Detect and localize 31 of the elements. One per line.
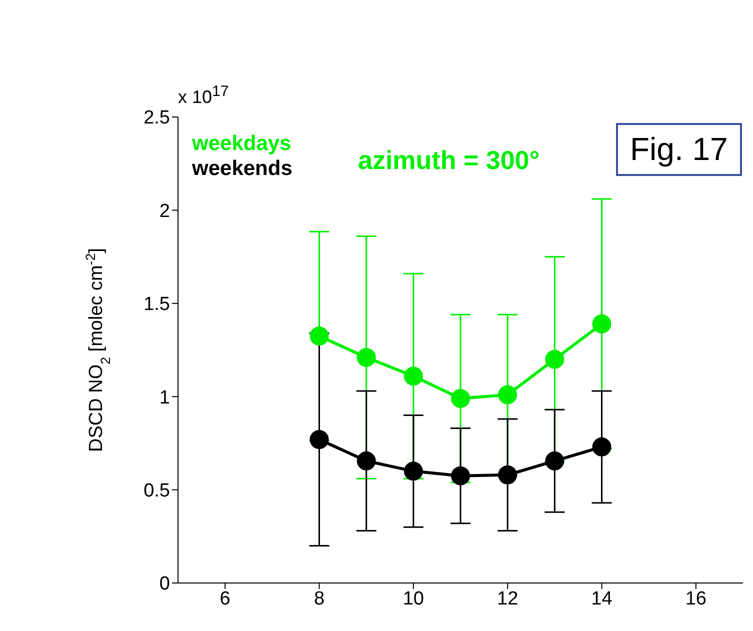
text: weekdays xyxy=(192,131,292,156)
x-tick-label: 10 xyxy=(402,588,424,610)
text: x 10$^{17}$ xyxy=(178,83,229,107)
y-tick-label: 0 xyxy=(159,574,170,595)
point xyxy=(310,430,329,449)
x-tick-label: 16 xyxy=(685,588,706,610)
point xyxy=(451,388,470,408)
point xyxy=(545,350,564,369)
annotation: Fig. 17 xyxy=(630,131,728,167)
x-tick-label: 12 xyxy=(497,588,518,610)
y-tick-label: 1 xyxy=(159,387,170,408)
x-tick-label: 14 xyxy=(591,588,613,610)
text: weekends xyxy=(192,156,292,181)
point xyxy=(356,451,376,470)
point xyxy=(404,366,423,386)
x-tick-label: 6 xyxy=(220,588,230,610)
point xyxy=(498,385,518,404)
x-tick-label: 8 xyxy=(314,588,325,610)
point xyxy=(592,314,612,334)
point xyxy=(356,348,376,367)
point xyxy=(404,462,423,481)
point xyxy=(451,466,470,486)
point xyxy=(498,465,518,484)
point xyxy=(545,451,564,470)
y-tick-label: 2.5 xyxy=(144,108,170,129)
text: azimuth = 300° xyxy=(358,145,540,175)
y-tick-label: 2 xyxy=(159,200,170,222)
point xyxy=(592,437,612,456)
y-tick-label: 1.5 xyxy=(144,294,170,316)
y-tick-label: 0.5 xyxy=(144,480,170,502)
point xyxy=(310,326,329,346)
